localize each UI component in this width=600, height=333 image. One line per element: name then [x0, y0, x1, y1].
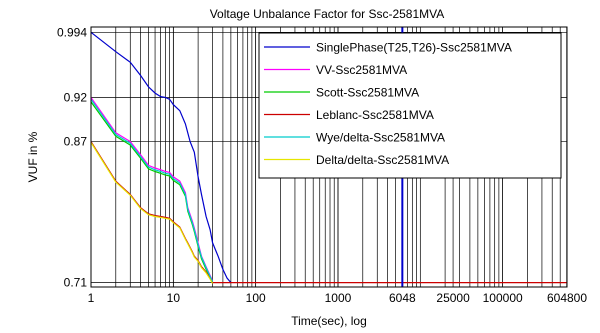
x-tick-label: 10	[167, 291, 181, 305]
legend-label: Leblanc-Ssc2581MVA	[316, 108, 434, 122]
grid	[90, 27, 568, 287]
x-tick-label: 25000	[436, 291, 470, 305]
legend-label: Wye/delta-Ssc2581MVA	[316, 131, 445, 145]
x-tick-label: 1000	[325, 291, 352, 305]
legend-box	[258, 32, 562, 179]
legend-label: Scott-Ssc2581MVA	[316, 86, 419, 100]
plot-frame	[90, 26, 568, 288]
chart-title: Voltage Unbalance Factor for Ssc-2581MVA	[210, 7, 445, 21]
series-line	[90, 31, 232, 283]
legend-label: SinglePhase(T25,T26)-Ssc2581MVA	[316, 41, 512, 55]
y-tick-label: 0.92	[64, 91, 88, 105]
y-axis-label: VUF in %	[26, 131, 40, 182]
x-axis-label: Time(sec), log	[291, 314, 367, 328]
y-tick-label: 0.71	[64, 276, 88, 290]
legend-label: VV-Ssc2581MVA	[316, 63, 407, 77]
series-line	[90, 142, 214, 284]
x-tick-label: 100	[246, 291, 266, 305]
x-tick-label: 604800	[547, 291, 587, 305]
x-tick-label: 100000	[483, 291, 523, 305]
y-tick-label: 0.87	[64, 135, 88, 149]
y-tick-label: 0.994	[57, 25, 87, 39]
series-line	[90, 101, 214, 282]
legend: SinglePhase(T25,T26)-Ssc2581MVA VV-Ssc258…	[258, 32, 562, 179]
x-tick-label: 6048	[389, 291, 416, 305]
tick-labels: 1 10 100 1000 6048 25000 100000 604800 0.71 0.87 0…	[57, 25, 587, 305]
legend-label: Delta/delta-Ssc2581MVA	[316, 153, 449, 167]
series-line	[90, 98, 214, 282]
x-tick-label: 1	[88, 291, 95, 305]
